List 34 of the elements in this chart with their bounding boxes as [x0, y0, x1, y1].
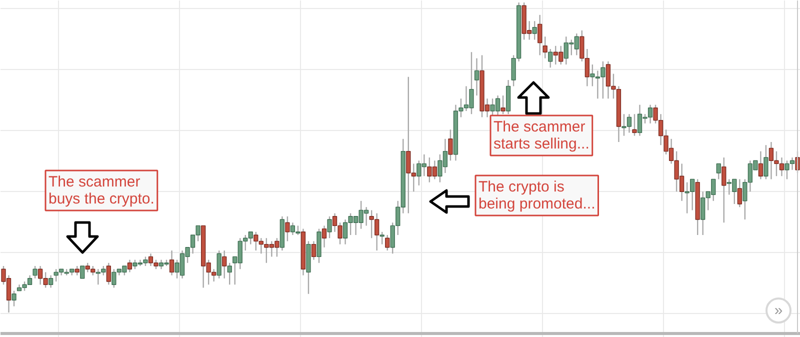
candlestick [548, 48, 553, 68]
candlestick [216, 250, 222, 279]
candlestick [764, 144, 768, 180]
candlestick [12, 290, 16, 307]
candlestick [448, 129, 453, 162]
candlestick [716, 163, 721, 180]
candlestick [542, 36, 548, 59]
candlestick [74, 265, 80, 276]
candlestick [380, 231, 384, 245]
candlestick [106, 262, 111, 286]
candlestick [474, 58, 480, 96]
candlestick [737, 178, 742, 208]
annotation: The crypto is being promoted... [478, 178, 596, 212]
candlestick [500, 94, 506, 115]
candlestick [722, 156, 726, 224]
candlestick [311, 240, 316, 260]
candlestick [285, 216, 290, 242]
annotation: The scammer buys the crypto. [48, 174, 154, 208]
candlestick [758, 150, 764, 180]
candlestick [222, 250, 227, 279]
candlestick [327, 216, 332, 239]
candlestick [80, 266, 85, 279]
candlestick [538, 14, 542, 56]
candlestick [532, 20, 537, 40]
candlestick [227, 262, 232, 286]
candlestick [322, 225, 327, 248]
candlestick [48, 274, 54, 288]
candlestick [32, 265, 38, 279]
candlestick [169, 250, 174, 276]
candlestick [127, 259, 132, 273]
candlestick [385, 234, 390, 252]
annotation: The scammer starts selling... [494, 118, 590, 152]
candlestick [632, 114, 637, 136]
annotation: » [774, 302, 783, 319]
